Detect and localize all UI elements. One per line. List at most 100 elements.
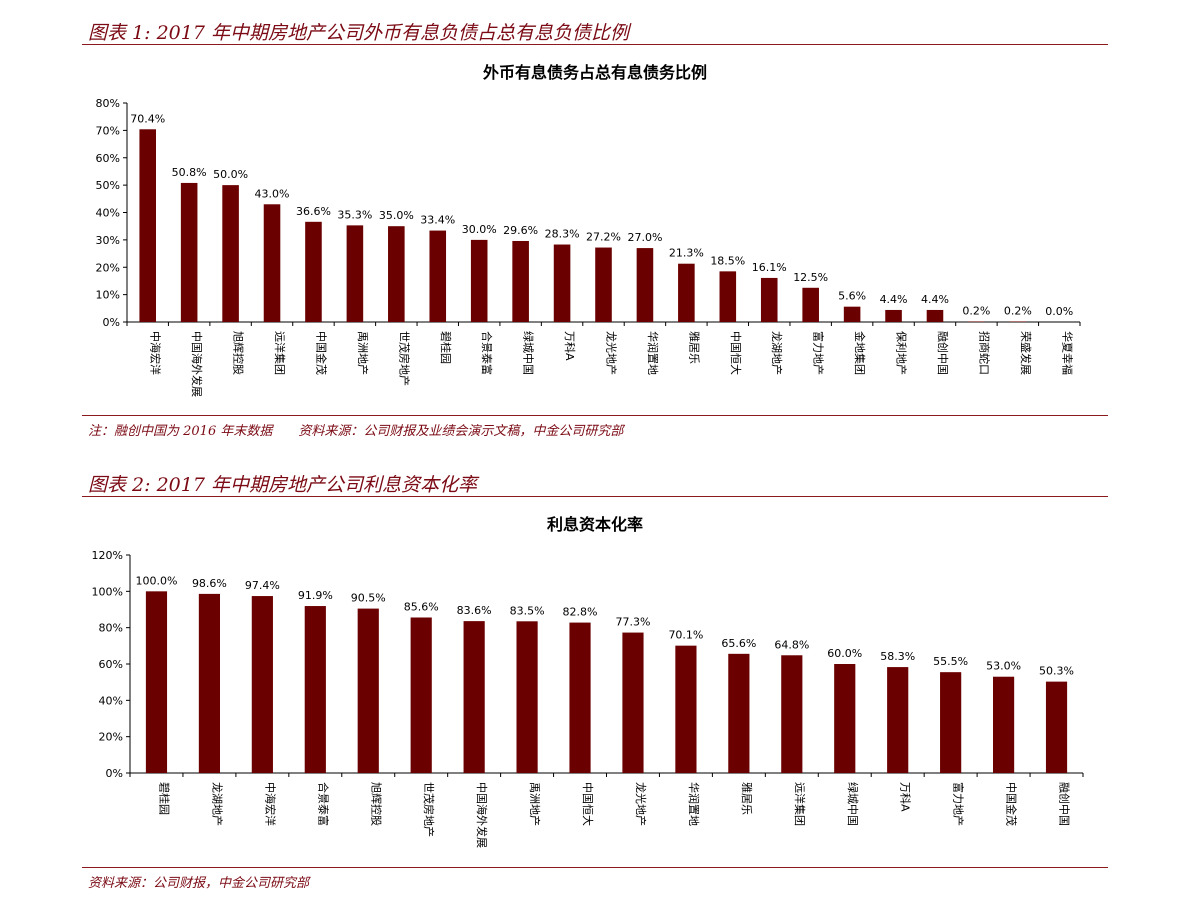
chart-1-category-label: 世茂房地产 [397, 331, 411, 386]
chart-2-y-tick-label: 60% [99, 658, 123, 671]
chart-2-bar [675, 645, 697, 773]
chart-2-y-tick-label: 120% [92, 549, 123, 562]
chart-2-bar [992, 676, 1015, 773]
chart-2-bar [781, 655, 803, 773]
chart-1-data-label: 0.2% [962, 304, 990, 317]
chart-1-data-label: 21.3% [669, 247, 704, 260]
chart-2-data-label: 70.1% [668, 629, 703, 642]
chart-2-y-tick-label: 0% [106, 767, 123, 780]
chart-1: 外币有息债务占总有息债务比例 0% 10% 20% 30% 40% 50% 60% 70% 80… [96, 63, 1081, 397]
chart-2-bar [516, 621, 538, 773]
chart-2-data-label: 58.3% [880, 650, 915, 663]
chart-1-category-label: 荣盛发展 [1019, 331, 1033, 375]
chart-2-data-label: 98.6% [192, 577, 227, 590]
chart-2-bar [940, 672, 962, 773]
chart-1-category-label: 华润置地 [646, 331, 660, 375]
chart-1-bar [885, 309, 902, 322]
chart-1-bar [222, 185, 239, 322]
chart-1-bar [802, 287, 819, 322]
chart-1-y-tick-label: 50% [96, 179, 120, 192]
chart-1-y-tick-label: 0% [103, 316, 120, 329]
chart-1-bar [968, 321, 985, 322]
chart-1-category-label: 碧桂园 [439, 331, 453, 364]
chart-1-data-label: 36.6% [296, 205, 331, 218]
chart-2-data-label: 53.0% [986, 660, 1021, 673]
chart-2-bar [357, 608, 379, 773]
chart-1-category-label: 龙光地产 [605, 331, 619, 375]
chart-1-y-tick-label: 10% [96, 289, 120, 302]
chart-2-category-label: 华润置地 [687, 782, 701, 826]
chart-2-category-label: 中海宏洋 [263, 782, 277, 826]
chart-1-bar [139, 129, 157, 322]
chart-1-category-label: 远洋集团 [273, 331, 287, 375]
chart-2-category-label: 中国恒大 [581, 782, 595, 826]
chart-1-bar [180, 182, 198, 322]
chart-1-data-label: 30.0% [462, 223, 497, 236]
chart-1-category-label: 合景泰富 [480, 331, 494, 375]
chart-2-category-label: 世茂房地产 [422, 782, 436, 837]
chart-1-category-label: 中海宏洋 [149, 331, 163, 375]
chart-2-data-label: 97.4% [245, 579, 280, 592]
chart-2-category-label: 远洋集团 [793, 782, 807, 826]
chart-1-y-tick-label: 20% [96, 261, 120, 274]
chart-2-bar [728, 653, 750, 773]
chart-2-data-label: 82.8% [563, 606, 598, 619]
chart-1-category-label: 龙湖地产 [770, 331, 784, 375]
chart-1-bar [843, 306, 861, 322]
chart-1-category-label: 融创中国 [936, 331, 949, 375]
chart-1-bar [595, 247, 612, 322]
chart-2-data-label: 83.5% [510, 604, 545, 617]
chart-1-category-label: 中国恒大 [729, 331, 743, 375]
chart-2-category-label: 碧桂园 [157, 782, 171, 815]
chart-1-bar [512, 240, 529, 322]
chart-1-bar [719, 271, 737, 322]
chart-2-bar [834, 664, 856, 773]
chart-1-bar [926, 309, 944, 322]
chart-1-y-tick-label: 80% [96, 97, 120, 110]
chart-1-bar [388, 226, 405, 322]
chart-1-bar [429, 230, 447, 322]
chart-2-bar [887, 667, 909, 773]
chart-1-category-label: 禹洲地产 [356, 331, 370, 375]
chart-1-bar [678, 263, 695, 322]
chart-2-category-label: 龙湖地产 [210, 782, 224, 826]
figure-1-note: 注：融创中国为 2016 年末数据 资料来源：公司财报及业绩会演示文稿，中金公司… [88, 424, 624, 439]
figure-1-title: 图表 1: 2017 年中期房地产公司外币有息负债占总有息负债比例 [88, 22, 629, 44]
chart-2-data-label: 91.9% [298, 589, 333, 602]
chart-1-category-label: 旭辉控股 [232, 331, 246, 375]
figure-1-top-rule [82, 44, 1108, 45]
chart-2-y-tick-label: 40% [99, 694, 123, 707]
chart-2-category-label: 中国海外发展 [475, 782, 489, 848]
chart-2-bar [198, 593, 221, 773]
chart-1-category-label: 绿城中国 [522, 331, 536, 375]
chart-1-y-tick-label: 70% [96, 124, 120, 137]
chart-1-data-label: 0.2% [1004, 304, 1032, 317]
chart-2-category-label: 万科A [899, 782, 913, 812]
chart-2-bar [304, 606, 326, 773]
chart-2-y-tick-label: 20% [99, 731, 123, 744]
chart-1-y-tick-label: 60% [96, 152, 120, 165]
chart-1-data-label: 33.4% [420, 214, 455, 227]
chart-1-bar [305, 221, 322, 322]
chart-2: 利息资本化率 0% 20% 40% 60% 80% 100% 120% 100.0% 碧桂园 98… [92, 515, 1084, 848]
chart-2-category-label: 绿城中国 [846, 782, 860, 826]
figure-2-bottom-rule [82, 867, 1108, 868]
chart-1-data-label: 16.1% [752, 261, 787, 274]
chart-1-data-label: 28.3% [545, 228, 580, 241]
chart-1-category-label: 富力地产 [812, 331, 826, 375]
figure-1-bottom-rule [82, 415, 1108, 416]
chart-1-data-label: 27.2% [586, 231, 621, 244]
chart-1-data-label: 50.8% [172, 166, 207, 179]
chart-2-data-label: 55.5% [933, 655, 968, 668]
chart-1-bar [636, 248, 654, 322]
chart-1-category-label: 雅居乐 [687, 331, 701, 364]
chart-1-category-label: 中国金茂 [314, 331, 328, 375]
chart-1-data-label: 27.0% [627, 231, 662, 244]
chart-1-y-tick-label: 40% [96, 207, 120, 220]
chart-2-bar [145, 591, 168, 773]
chart-2-data-label: 90.5% [351, 592, 386, 605]
chart-1-data-label: 29.6% [503, 224, 538, 237]
chart-2-category-label: 合景泰富 [316, 782, 330, 826]
chart-1-data-label: 35.0% [379, 209, 414, 222]
chart-2-bar [410, 617, 432, 773]
